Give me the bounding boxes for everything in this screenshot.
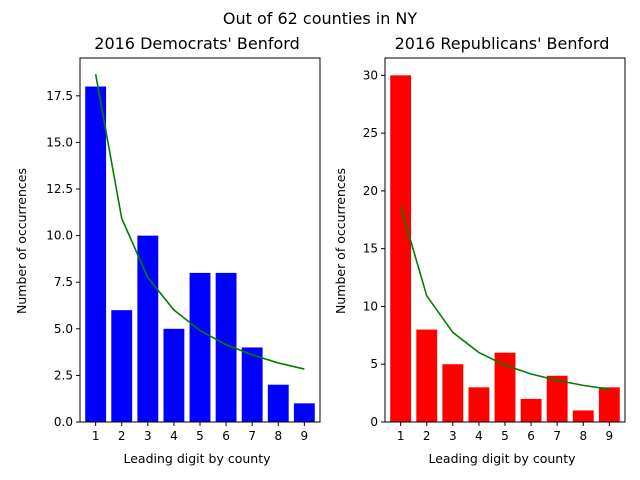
figure-suptitle: Out of 62 counties in NY — [223, 9, 418, 28]
y-tick-label: 7.5 — [54, 275, 73, 289]
x-tick-label: 1 — [397, 429, 405, 443]
bar-digit-5 — [189, 272, 211, 422]
x-axis-label: Leading digit by county — [124, 451, 272, 466]
benford-expected-line — [399, 206, 610, 390]
y-tick-label: 20 — [363, 184, 378, 198]
x-tick-label: 8 — [579, 429, 587, 443]
x-tick-label: 5 — [501, 429, 509, 443]
x-tick-label: 3 — [449, 429, 457, 443]
y-tick-label: 15 — [363, 242, 378, 256]
bar-digit-9 — [293, 403, 315, 422]
x-tick-label: 4 — [170, 429, 178, 443]
bar-digit-6 — [215, 272, 237, 422]
bar-digit-6 — [520, 398, 542, 422]
benford-expected-line — [94, 74, 305, 370]
chart-title: 2016 Republicans' Benford — [395, 34, 610, 53]
y-tick-label: 10 — [363, 299, 378, 313]
y-tick-label: 25 — [363, 126, 378, 140]
bar-digit-8 — [267, 384, 289, 422]
bar-digit-1 — [85, 86, 107, 423]
y-tick-label: 5 — [370, 357, 378, 371]
y-tick-label: 5.0 — [54, 322, 73, 336]
x-tick-label: 5 — [196, 429, 204, 443]
y-tick-label: 0 — [370, 415, 378, 429]
x-axis-label: Leading digit by county — [429, 451, 577, 466]
bar-digit-3 — [137, 235, 159, 422]
chart-title: 2016 Democrats' Benford — [94, 34, 299, 53]
x-tick-label: 8 — [274, 429, 282, 443]
bar-digit-4 — [468, 387, 490, 422]
y-tick-label: 12.5 — [46, 182, 73, 196]
x-tick-label: 4 — [475, 429, 483, 443]
x-tick-label: 9 — [606, 429, 614, 443]
bar-digit-4 — [163, 328, 185, 422]
y-axis-label: Number of occurrences — [14, 168, 29, 314]
bar-digit-1 — [390, 75, 412, 422]
bar-digit-2 — [416, 329, 438, 422]
x-tick-label: 1 — [92, 429, 100, 443]
y-tick-label: 30 — [363, 68, 378, 82]
bar-digit-2 — [111, 310, 133, 422]
y-tick-label: 2.5 — [54, 368, 73, 382]
democrats-chart: 2016 Democrats' Benford Leading digit by… — [14, 34, 321, 466]
x-tick-label: 6 — [527, 429, 535, 443]
y-tick-label: 10.0 — [46, 229, 73, 243]
bar-digit-8 — [572, 410, 594, 422]
bar-digit-5 — [494, 352, 516, 422]
bar-digit-9 — [598, 387, 620, 422]
x-tick-label: 6 — [222, 429, 230, 443]
x-tick-label: 2 — [118, 429, 126, 443]
y-axis-label: Number of occurrences — [333, 168, 348, 314]
bar-digit-7 — [241, 347, 263, 422]
bar-digit-3 — [442, 364, 464, 422]
x-tick-label: 7 — [248, 429, 256, 443]
y-tick-label: 0.0 — [54, 415, 73, 429]
x-tick-label: 9 — [301, 429, 309, 443]
x-tick-label: 7 — [553, 429, 561, 443]
republicans-chart: 2016 Republicans' Benford Leading digit … — [333, 34, 626, 466]
y-tick-label: 17.5 — [46, 89, 73, 103]
x-tick-label: 2 — [423, 429, 431, 443]
bar-digit-7 — [546, 375, 568, 422]
x-tick-label: 3 — [144, 429, 152, 443]
y-tick-label: 15.0 — [46, 135, 73, 149]
